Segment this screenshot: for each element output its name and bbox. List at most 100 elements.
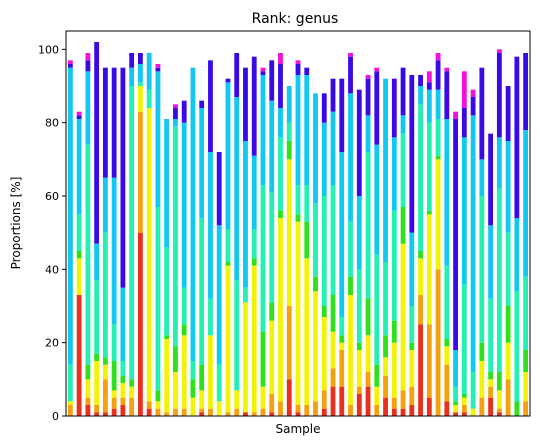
bar-segment (453, 119, 458, 350)
bar-segment (269, 394, 275, 413)
bar-segment (129, 86, 135, 380)
bar-segment (295, 60, 301, 64)
y-tick-label: 80 (45, 117, 59, 130)
bar-segment (164, 119, 170, 248)
bar-segment (295, 412, 301, 416)
bar-segment (216, 225, 222, 365)
bar-segment (278, 218, 283, 402)
bar-segment (418, 295, 423, 325)
bar-segment (199, 364, 205, 391)
bar-segment (313, 93, 318, 204)
bar-segment (461, 405, 467, 413)
bar-segment (444, 71, 450, 119)
bar-segment (339, 342, 345, 350)
bar-segment (260, 185, 266, 332)
bar-segment (295, 75, 301, 185)
y-tick-label: 60 (45, 190, 59, 203)
bar-segment (234, 53, 240, 97)
bar-segment (418, 258, 423, 295)
bar-segment (155, 401, 161, 409)
bar-segment (391, 342, 397, 398)
bar-segment (444, 67, 450, 72)
bar-segment (523, 130, 529, 277)
bar-segment (129, 397, 135, 416)
bar-segment (348, 93, 353, 222)
bar-segment (251, 265, 257, 413)
bar-segment (243, 141, 248, 288)
bar-segment (85, 144, 91, 365)
bar-segment (181, 408, 187, 416)
bar-segment (514, 218, 520, 292)
bar-segment (138, 111, 143, 233)
bar-segment (76, 119, 82, 215)
bar-segment (365, 78, 371, 116)
bar-segment (391, 78, 397, 138)
bar-segment (383, 78, 388, 262)
bar-segment (85, 53, 91, 61)
bar-segment (426, 71, 432, 83)
bar-segment (111, 361, 117, 391)
bar-segment (365, 115, 371, 152)
bar-segment (470, 408, 476, 416)
bar-segment (505, 232, 511, 306)
bar-segment (146, 108, 152, 402)
bar-segment (260, 386, 266, 409)
bar-segment (173, 408, 178, 416)
bar-segment (94, 42, 100, 244)
bar-segment (523, 401, 529, 416)
bar-segment (356, 342, 362, 350)
bar-segment (295, 405, 301, 413)
bar-segment (339, 335, 345, 343)
bar-segment (243, 412, 248, 416)
bar-segment (339, 78, 345, 152)
bar-segment (505, 141, 511, 233)
bar-segment (278, 64, 283, 108)
bar-segment (356, 196, 362, 270)
y-axis-label: Proportions [%] (9, 177, 23, 270)
bar-segment (365, 372, 371, 387)
bar-segment (400, 243, 406, 391)
bar-segment (94, 243, 100, 281)
bar-segment (348, 53, 353, 57)
bar-segment (330, 295, 336, 332)
bar-segment (155, 64, 161, 68)
bar-segment (339, 350, 345, 387)
bar-segment (391, 397, 397, 409)
bar-segment (488, 372, 494, 380)
bar-segment (67, 67, 73, 365)
bar-segment (356, 386, 362, 394)
bar-segment (496, 412, 502, 416)
bar-segment (181, 335, 187, 409)
bar-segment (304, 405, 310, 416)
bar-segment (400, 133, 406, 207)
bar-segment (321, 93, 327, 123)
bar-segment (435, 155, 441, 160)
bar-segment (321, 390, 327, 409)
bar-segment (374, 71, 380, 145)
bar-segment (348, 221, 353, 277)
bar-segment (85, 379, 91, 398)
bar-segment (470, 89, 476, 97)
bar-segment (76, 115, 82, 119)
bar-segment (330, 368, 336, 387)
bar-segment (295, 214, 301, 222)
bar-segment (76, 214, 82, 251)
bar-segment (356, 269, 362, 343)
bar-segment (444, 265, 450, 339)
bar-segment (461, 108, 467, 138)
bar-segment (321, 196, 327, 306)
bar-segment (199, 100, 205, 108)
bar-segment (304, 221, 310, 259)
bar-segment (234, 97, 240, 281)
bar-segment (444, 339, 450, 347)
bar-segment (146, 89, 152, 108)
bar-segment (111, 67, 117, 178)
bar-segment (348, 295, 353, 405)
bar-segment (146, 401, 152, 409)
bar-segment (374, 364, 380, 387)
bars-group (67, 42, 529, 416)
bar-segment (94, 353, 100, 361)
bar-segment (505, 342, 511, 380)
bar-segment (435, 89, 441, 119)
bar-segment (76, 258, 82, 295)
